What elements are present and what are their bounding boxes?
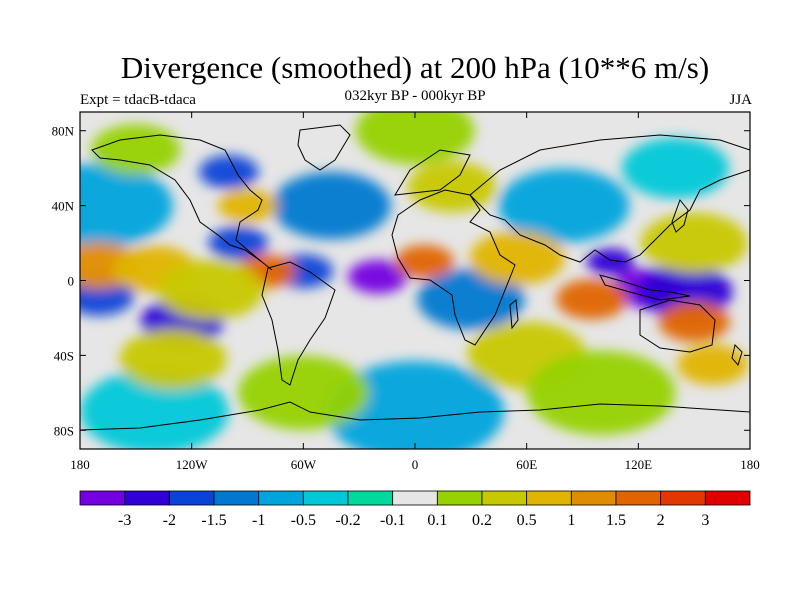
field-anomaly-11 — [417, 268, 525, 330]
colorbar-label-3: -1 — [252, 512, 265, 529]
field-anomaly-23 — [469, 231, 566, 285]
y-tick-label-1: 40N — [52, 199, 75, 214]
colorbar-label-5: -0.2 — [335, 512, 360, 529]
colorbar-label-1: -2 — [163, 512, 176, 529]
colorbar-label-13: 3 — [701, 512, 709, 529]
colorbar-label-8: 0.2 — [472, 512, 492, 529]
colorbar-swatch-1 — [124, 490, 170, 506]
field-anomaly-12 — [80, 163, 174, 248]
colorbar-label-2: -1.5 — [201, 512, 226, 529]
colorbar-swatch-6 — [347, 490, 394, 506]
field-anomaly-14 — [325, 361, 505, 449]
field-anomaly-27 — [640, 212, 748, 274]
colorbar-swatch-11 — [570, 490, 617, 506]
colorbar-swatch-8 — [436, 490, 483, 506]
x-tick-label-5: 120E — [625, 457, 653, 472]
divergence-field — [80, 112, 749, 449]
period-label: 032kyr BP - 000kyr BP — [344, 88, 486, 104]
colorbar-swatch-3 — [213, 490, 260, 506]
colorbar-swatch-7 — [392, 490, 438, 506]
field-anomaly-31 — [237, 355, 369, 430]
field-anomaly-21 — [556, 279, 628, 320]
colorbar-label-7: 0.1 — [427, 512, 447, 529]
colorbar-swatch-5 — [302, 490, 349, 506]
field-anomaly-7 — [208, 226, 268, 260]
field-anomaly-33 — [91, 124, 181, 175]
field-anomaly-25 — [119, 328, 227, 390]
colorbar-swatch-14 — [704, 490, 751, 506]
colorbar-swatch-9 — [481, 490, 528, 506]
chart-title: Divergence (smoothed) at 200 hPa (10**6 … — [120, 50, 710, 85]
field-anomaly-24 — [156, 259, 264, 321]
x-tick-label-3: 0 — [412, 457, 419, 472]
colorbar-swatch-4 — [258, 490, 304, 506]
season-label: JJA — [729, 92, 752, 108]
x-tick-label-2: 60W — [291, 457, 317, 472]
x-tick-label-0: 180 — [70, 457, 90, 472]
field-anomaly-34 — [677, 344, 749, 385]
colorbar-label-6: -0.1 — [380, 512, 405, 529]
map-axes: 80N 40N 0 40S 80S 180 120W 60W 0 60E 120E 180 — [52, 112, 760, 472]
colorbar-label-9: 0.5 — [517, 512, 537, 529]
y-tick-label-0: 80N — [52, 124, 75, 139]
field-anomaly-1 — [348, 259, 408, 294]
field-anomaly-32 — [355, 112, 475, 165]
field-anomaly-13 — [498, 168, 630, 243]
coastlines — [80, 124, 750, 431]
field-anomaly-20 — [394, 244, 455, 279]
field-anomaly-30 — [526, 350, 676, 435]
colorbar-swatch-10 — [526, 490, 572, 506]
colorbar: -3 -2 -1.5 -1 -0.5 -0.2 -0.1 0.1 0.2 0.5 1 1.5 2 3 — [79, 490, 751, 529]
field-anomaly-28 — [217, 188, 278, 223]
x-tick-label-1: 120W — [176, 457, 209, 472]
experiment-label: Expt = tdacB-tdaca — [80, 92, 196, 108]
colorbar-label-0: -3 — [118, 512, 131, 529]
field-anomaly-10 — [271, 171, 391, 240]
field-anomaly-4 — [586, 248, 635, 276]
field-anomaly-29 — [407, 161, 497, 213]
x-tick-label-4: 60E — [516, 457, 537, 472]
x-tick-label-6: 180 — [740, 457, 760, 472]
colorbar-label-11: 1.5 — [606, 512, 626, 529]
colorbar-swatch-0 — [79, 490, 126, 506]
colorbar-label-12: 2 — [657, 512, 665, 529]
colorbar-label-4: -0.5 — [291, 512, 316, 529]
y-tick-label-2: 0 — [68, 274, 75, 289]
y-tick-label-3: 40S — [54, 348, 74, 363]
colorbar-label-10: 1 — [567, 512, 575, 529]
field-anomaly-16 — [621, 137, 730, 199]
y-tick-label-4: 80S — [54, 423, 74, 438]
colorbar-swatch-13 — [660, 490, 706, 506]
colorbar-swatch-12 — [615, 490, 662, 506]
field-anomaly-22 — [658, 301, 730, 342]
field-anomaly-9 — [199, 155, 259, 189]
colorbar-swatch-2 — [168, 490, 215, 506]
